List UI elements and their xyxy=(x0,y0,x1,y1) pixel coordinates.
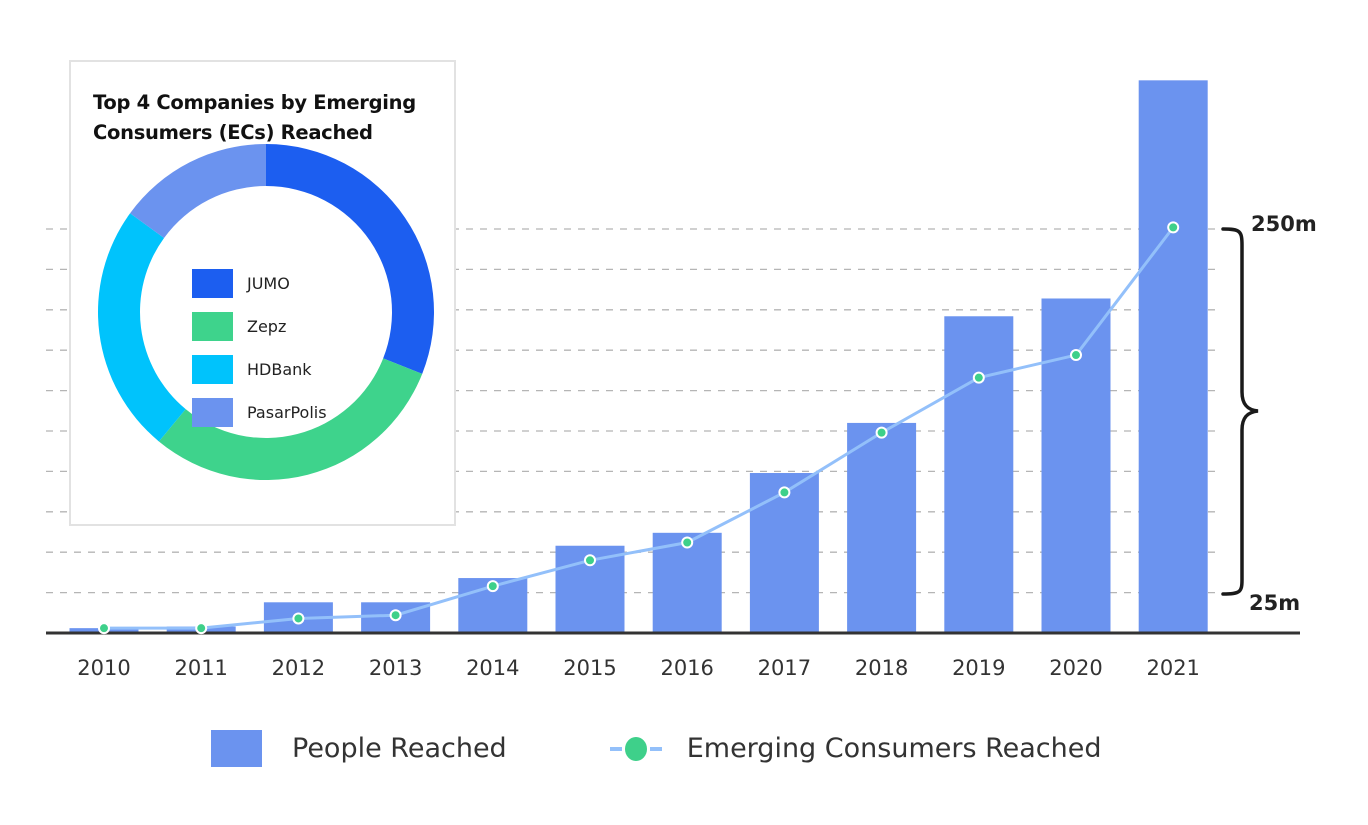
line-emerging-consumers xyxy=(104,226,1175,630)
point-2017 xyxy=(778,486,791,499)
point-2020 xyxy=(1070,349,1082,362)
legend-label-emerging-consumers: Emerging Consumers Reached xyxy=(686,733,1102,764)
donut-legend-swatch xyxy=(192,355,233,384)
chart-legend: People Reached Emerging Consumers Reache… xyxy=(211,730,1102,767)
legend-line-marker-icon xyxy=(609,736,662,761)
bracket-bottom-label: 25m xyxy=(1249,591,1300,615)
donut-chart-inset: Top 4 Companies by Emerging Consumers (E… xyxy=(69,60,456,526)
bracket-top-label: 250m xyxy=(1251,212,1317,236)
point-2010 xyxy=(98,622,110,635)
point-2016 xyxy=(681,536,694,549)
bar-2020 xyxy=(1041,298,1111,633)
donut-legend-label: JUMO xyxy=(247,274,290,293)
point-2015 xyxy=(584,554,596,567)
x-tick-label: 2021 xyxy=(1146,656,1199,680)
donut-legend-label: Zepz xyxy=(247,317,287,336)
donut-slice-jumo xyxy=(266,144,434,374)
x-tick-label: 2019 xyxy=(952,656,1005,680)
point-2019 xyxy=(972,371,985,384)
donut-legend-item-hdbank: HDBank xyxy=(192,348,327,391)
donut-slice-pasarpolis xyxy=(130,144,266,238)
legend-item-emerging-consumers: Emerging Consumers Reached xyxy=(609,733,1102,764)
legend-label-people-reached: People Reached xyxy=(292,733,507,764)
bar-2021 xyxy=(1138,80,1208,633)
point-2013 xyxy=(389,609,402,622)
donut-chart xyxy=(98,144,434,480)
bar-2019 xyxy=(944,316,1014,633)
donut-legend-label: PasarPolis xyxy=(247,403,327,422)
donut-legend-item-zepz: Zepz xyxy=(192,305,327,348)
bracket-shape xyxy=(1221,227,1259,596)
donut-legend-item-jumo: JUMO xyxy=(192,262,327,305)
x-tick-label: 2016 xyxy=(660,656,713,680)
bars xyxy=(69,80,1208,633)
line-series xyxy=(98,221,1180,635)
donut-legend-item-pasarpolis: PasarPolis xyxy=(192,391,327,434)
x-tick-label: 2017 xyxy=(758,656,811,680)
point-2018 xyxy=(875,426,888,439)
x-tick-labels: 2010 2011 2012 2013 2014 2015 2016 2017 2018 2019… xyxy=(77,656,1200,680)
donut-legend-swatch xyxy=(192,398,233,427)
donut-legend-label: HDBank xyxy=(247,360,312,379)
inset-title: Top 4 Companies by Emerging Consumers (E… xyxy=(93,91,416,144)
legend-bar-swatch xyxy=(211,730,262,767)
bar-2017 xyxy=(749,473,819,633)
bar-2016 xyxy=(652,532,722,633)
point-2014 xyxy=(486,580,499,593)
x-tick-label: 2010 xyxy=(77,656,130,680)
x-tick-label: 2020 xyxy=(1049,656,1102,680)
legend-item-people-reached: People Reached xyxy=(211,730,507,767)
x-tick-label: 2018 xyxy=(855,656,908,680)
bar-2018 xyxy=(847,422,917,633)
x-tick-label: 2013 xyxy=(369,656,422,680)
donut-legend-swatch xyxy=(192,312,233,341)
x-tick-label: 2014 xyxy=(466,656,519,680)
donut-slice-hdbank xyxy=(98,213,186,442)
donut-legend-swatch xyxy=(192,269,233,298)
bracket-annotation: 250m 25m xyxy=(1221,212,1317,615)
x-tick-label: 2015 xyxy=(563,656,616,680)
donut-legend: JUMO Zepz HDBank PasarPolis xyxy=(192,262,327,434)
point-2011 xyxy=(195,622,208,635)
x-tick-label: 2011 xyxy=(174,656,227,680)
point-2021 xyxy=(1167,221,1180,234)
x-tick-label: 2012 xyxy=(272,656,325,680)
point-2012 xyxy=(292,612,305,625)
donut-slice-zepz xyxy=(158,358,423,480)
